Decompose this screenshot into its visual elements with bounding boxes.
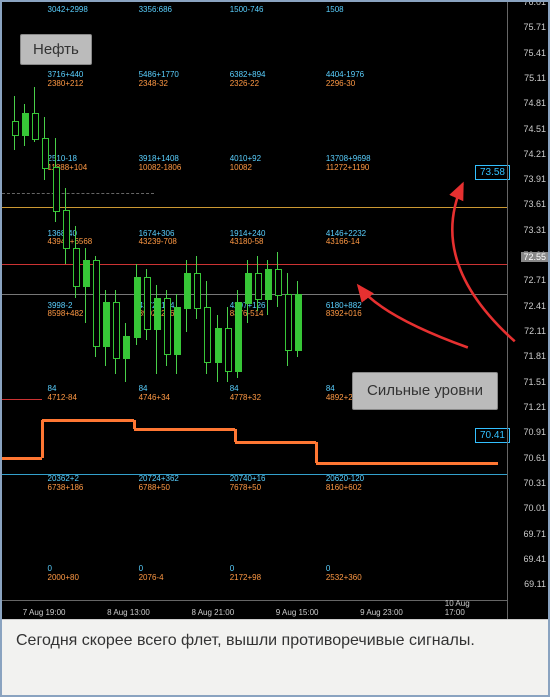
y-tick: 73.31 bbox=[523, 225, 546, 235]
level-line bbox=[2, 193, 154, 194]
y-tick: 70.91 bbox=[523, 427, 546, 437]
y-tick: 74.51 bbox=[523, 124, 546, 134]
y-tick: 70.01 bbox=[523, 503, 546, 513]
level-line bbox=[2, 399, 42, 400]
y-tick: 73.91 bbox=[523, 174, 546, 184]
x-tick: 8 Aug 21:00 bbox=[191, 608, 234, 617]
indicator-label: 13708+969811272+1190 bbox=[326, 155, 371, 173]
y-axis: 76.01 75.71 75.41 75.11 74.81 74.51 74.21 73.91… bbox=[507, 2, 548, 619]
price-tag: 73.58 bbox=[475, 165, 510, 180]
y-tick: 75.71 bbox=[523, 22, 546, 32]
indicator-label: 1508 bbox=[326, 6, 344, 15]
indicator-label: 1500-746 bbox=[230, 6, 264, 15]
indicator-label: 20620-1208160+602 bbox=[326, 475, 364, 493]
y-tick: 69.11 bbox=[524, 579, 546, 589]
indicator-label: 3042+2998 bbox=[48, 6, 88, 15]
step-line-segment bbox=[315, 442, 318, 463]
x-tick: 9 Aug 15:00 bbox=[276, 608, 319, 617]
indicator-label: 3918+140810082-1806 bbox=[139, 155, 182, 173]
indicator-label: 3356:686 bbox=[139, 6, 172, 15]
indicator-label: 4010+9210082 bbox=[230, 155, 261, 173]
indicator-label: 20740+167678+50 bbox=[230, 475, 266, 493]
step-line-segment bbox=[42, 419, 133, 422]
x-axis: 7 Aug 19:00 8 Aug 13:00 8 Aug 21:00 9 Aug 1… bbox=[2, 600, 508, 619]
indicator-label: 1674+30643239-708 bbox=[139, 230, 177, 248]
step-line-segment bbox=[316, 462, 498, 465]
chart-area[interactable]: 3042+2998 3356:686 1500-746 1508 3716+440238… bbox=[2, 2, 548, 619]
x-tick: 10 Aug 17:00 bbox=[445, 599, 487, 617]
y-tick: 71.21 bbox=[523, 402, 546, 412]
y-tick: 72.41 bbox=[523, 301, 546, 311]
levels-badge: Сильные уровни bbox=[352, 372, 498, 410]
indicator-label: 6382+8942326-22 bbox=[230, 71, 266, 89]
indicator-label: 844712-84 bbox=[48, 385, 77, 403]
indicator-label: 844746+34 bbox=[139, 385, 170, 403]
price-tag: 70.41 bbox=[475, 428, 510, 443]
x-tick: 9 Aug 23:00 bbox=[360, 608, 403, 617]
y-tick: 70.31 bbox=[523, 478, 546, 488]
indicator-label: 4404-19762296-30 bbox=[326, 71, 364, 89]
caption-text: Сегодня скорее всего флет, вышли противо… bbox=[2, 619, 548, 695]
y-tick: 69.71 bbox=[523, 529, 546, 539]
step-line-segment bbox=[235, 441, 316, 444]
step-line-segment bbox=[41, 420, 44, 458]
y-tick: 71.81 bbox=[523, 351, 546, 361]
x-tick: 7 Aug 19:00 bbox=[23, 608, 66, 617]
indicator-label: 02532+360 bbox=[326, 565, 362, 583]
indicator-label: 5486+17702348-32 bbox=[139, 71, 179, 89]
level-line bbox=[2, 207, 508, 208]
indicator-label: 02000+80 bbox=[48, 565, 79, 583]
indicator-label: 20724+3626788+50 bbox=[139, 475, 179, 493]
y-tick: 73.61 bbox=[523, 199, 546, 209]
y-tick: 71.51 bbox=[523, 377, 546, 387]
y-tick: 75.11 bbox=[524, 73, 546, 83]
last-price-marker: 72.55 bbox=[521, 252, 548, 262]
step-line-segment bbox=[2, 457, 42, 460]
indicator-label: 02172+98 bbox=[230, 565, 261, 583]
indicator-label: 6180+8828392+016 bbox=[326, 302, 362, 320]
y-tick: 74.81 bbox=[523, 98, 546, 108]
x-tick: 8 Aug 13:00 bbox=[107, 608, 150, 617]
indicator-label: 02076-4 bbox=[139, 565, 164, 583]
y-tick: 69.41 bbox=[523, 554, 546, 564]
y-tick: 70.61 bbox=[523, 453, 546, 463]
plot-area: 3042+2998 3356:686 1500-746 1508 3716+440238… bbox=[2, 2, 508, 601]
indicator-label: 3716+4402380+212 bbox=[48, 71, 84, 89]
figure-wrap: 3042+2998 3356:686 1500-746 1508 3716+440238… bbox=[0, 0, 550, 697]
indicator-label: 1914+24043180-58 bbox=[230, 230, 266, 248]
step-line-segment bbox=[134, 428, 235, 431]
indicator-label: 4146+223243166-14 bbox=[326, 230, 366, 248]
y-tick: 72.11 bbox=[524, 326, 546, 336]
y-tick: 74.21 bbox=[523, 149, 546, 159]
indicator-label: 3998-28598+482 bbox=[48, 302, 84, 320]
y-tick: 76.01 bbox=[523, 2, 546, 7]
title-badge: Нефть bbox=[20, 34, 92, 65]
indicator-label: 844778+32 bbox=[230, 385, 261, 403]
indicator-label: 1368-4043948+6568 bbox=[48, 230, 93, 248]
y-tick: 72.71 bbox=[523, 275, 546, 285]
y-tick: 75.41 bbox=[523, 48, 546, 58]
indicator-label: 20362+26738+186 bbox=[48, 475, 84, 493]
